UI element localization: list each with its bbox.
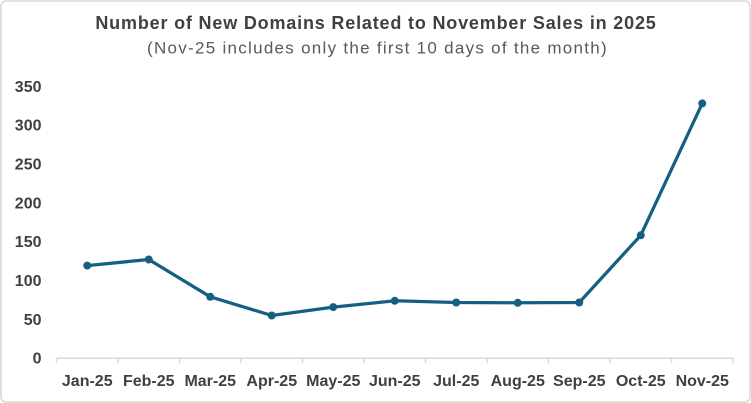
svg-text:100: 100 — [15, 273, 42, 290]
svg-text:300: 300 — [15, 118, 42, 135]
svg-text:250: 250 — [15, 157, 42, 174]
svg-text:Aug-25: Aug-25 — [491, 373, 545, 390]
svg-text:Oct-25: Oct-25 — [616, 373, 666, 390]
svg-text:Jun-25: Jun-25 — [369, 373, 421, 390]
svg-text:Jul-25: Jul-25 — [433, 373, 479, 390]
svg-text:200: 200 — [15, 195, 42, 212]
svg-text:50: 50 — [24, 312, 42, 329]
svg-text:Jan-25: Jan-25 — [62, 373, 113, 390]
svg-text:Mar-25: Mar-25 — [184, 373, 236, 390]
svg-text:150: 150 — [15, 234, 42, 251]
svg-text:Number of New Domains Related: Number of New Domains Related to Novembe… — [95, 13, 656, 33]
svg-text:Apr-25: Apr-25 — [246, 373, 297, 390]
svg-text:May-25: May-25 — [306, 373, 360, 390]
svg-text:(Nov-25 includes only the firs: (Nov-25 includes only the first 10 days … — [147, 39, 608, 58]
svg-text:Nov-25: Nov-25 — [676, 373, 729, 390]
svg-text:350: 350 — [15, 79, 42, 96]
svg-text:0: 0 — [33, 351, 42, 368]
svg-text:Sep-25: Sep-25 — [553, 373, 606, 390]
svg-text:Feb-25: Feb-25 — [123, 373, 175, 390]
